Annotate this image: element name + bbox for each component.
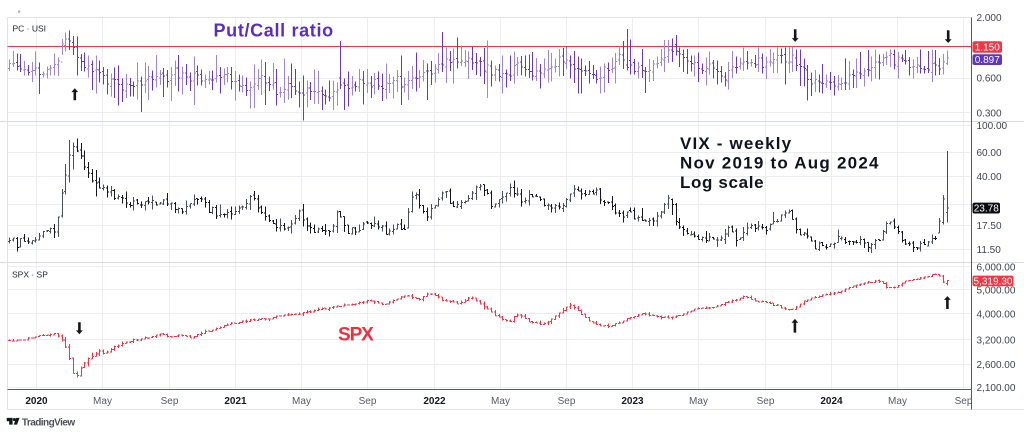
svg-text:2,600.00: 2,600.00 (977, 360, 1016, 371)
svg-text:1.150: 1.150 (975, 43, 1000, 54)
svg-text:2022: 2022 (423, 396, 446, 407)
svg-text:60.00: 60.00 (977, 148, 1002, 159)
svg-text:SPX · SP: SPX · SP (12, 269, 48, 279)
svg-text:Sep: Sep (558, 396, 576, 407)
svg-text:5,000.00: 5,000.00 (977, 286, 1016, 297)
svg-text:4,000.00: 4,000.00 (977, 309, 1016, 320)
svg-text:23.78: 23.78 (974, 204, 999, 215)
svg-text:Sep: Sep (161, 396, 179, 407)
svg-text:17.50: 17.50 (977, 221, 1002, 232)
svg-text:40.00: 40.00 (977, 172, 1002, 183)
svg-text:TradingView: TradingView (22, 418, 75, 429)
svg-text:SPX: SPX (338, 325, 374, 346)
svg-text:May: May (93, 396, 112, 407)
svg-text:11.50: 11.50 (977, 245, 1002, 256)
svg-text:PC · USI: PC · USI (13, 23, 47, 33)
svg-text:0.300: 0.300 (977, 108, 1002, 119)
svg-text:0.897: 0.897 (975, 55, 1000, 66)
svg-text:May: May (689, 396, 708, 407)
svg-text:Log scale: Log scale (680, 173, 764, 192)
svg-text:5,319.30: 5,319.30 (974, 277, 1013, 288)
svg-text:2,100.00: 2,100.00 (977, 383, 1016, 394)
svg-text:May: May (491, 396, 510, 407)
svg-text:Sep: Sep (757, 396, 775, 407)
svg-text:3,200.00: 3,200.00 (977, 335, 1016, 346)
svg-text:Nov 2019 to Aug 2024: Nov 2019 to Aug 2024 (680, 153, 880, 172)
svg-text:6,000.00: 6,000.00 (977, 262, 1016, 273)
svg-text:0.600: 0.600 (977, 74, 1002, 85)
svg-text:Sep: Sep (955, 396, 973, 407)
svg-text:100.00: 100.00 (977, 121, 1008, 132)
svg-text:2023: 2023 (621, 396, 644, 407)
svg-text:May: May (888, 396, 907, 407)
svg-text:VIX - weekly: VIX - weekly (680, 134, 792, 153)
svg-text:2024: 2024 (820, 396, 843, 407)
svg-text:Sep: Sep (359, 396, 377, 407)
svg-text:2020: 2020 (25, 396, 48, 407)
svg-text:2.000: 2.000 (977, 13, 1002, 24)
svg-text:Put/Call ratio: Put/Call ratio (214, 21, 334, 41)
svg-text:May: May (292, 396, 311, 407)
svg-text:2021: 2021 (224, 396, 247, 407)
